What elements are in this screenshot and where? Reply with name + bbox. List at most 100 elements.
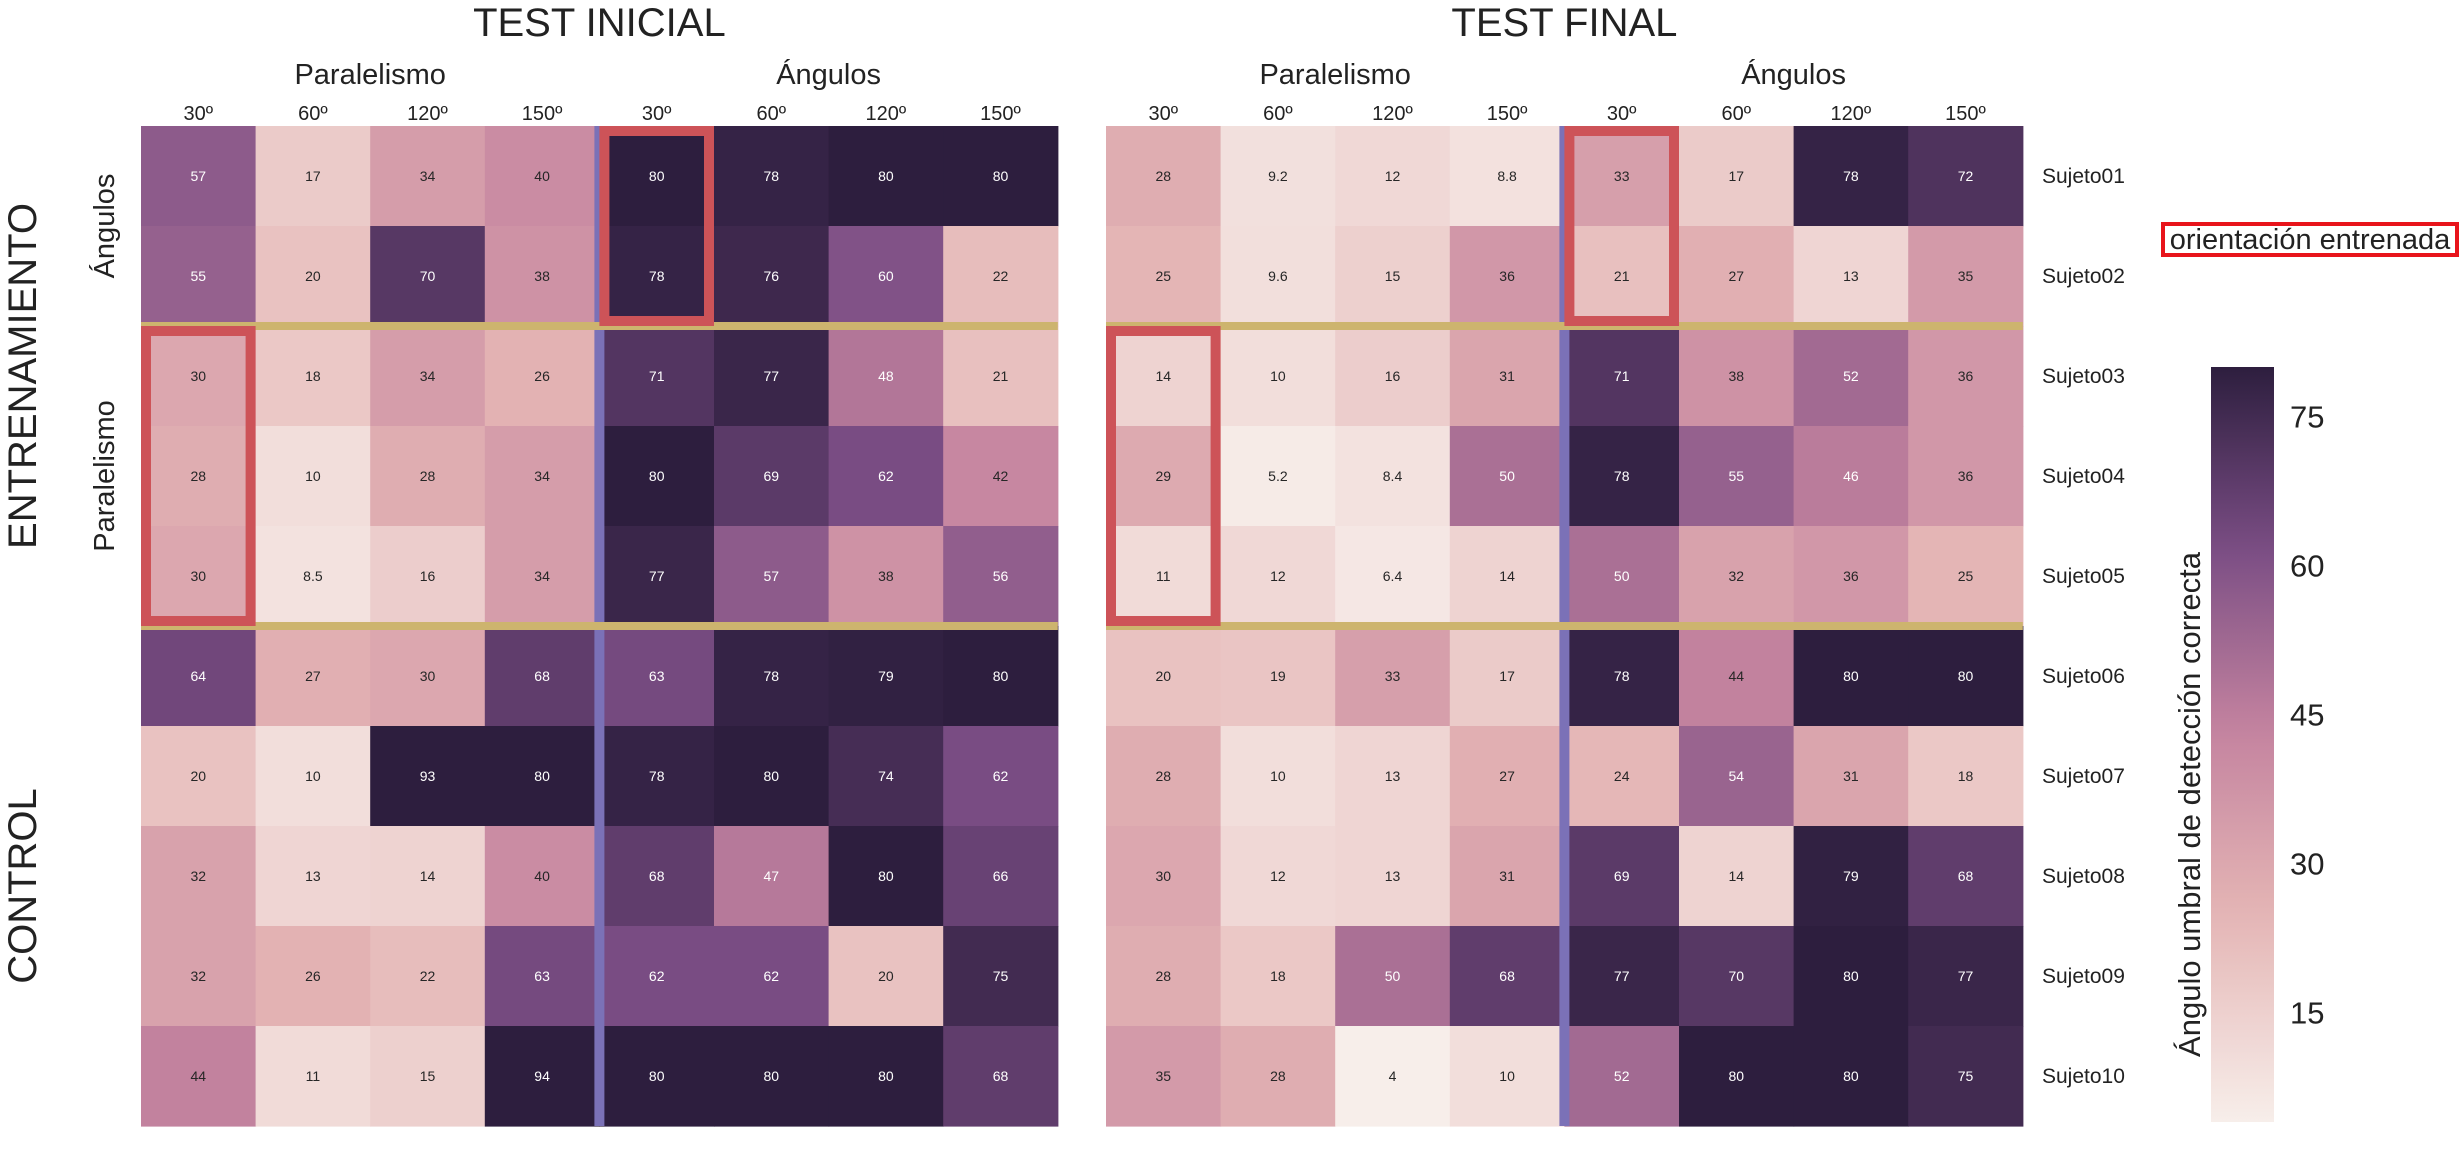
cell-value-label: 31 [1499, 868, 1515, 884]
cell-value-label: 20 [191, 768, 207, 784]
cell-value-label: 4 [1389, 1068, 1397, 1084]
heatmap-cell [1564, 226, 1680, 327]
cell-value-label: 75 [1958, 1068, 1974, 1084]
cell-value-label: 30 [191, 568, 207, 584]
panel-title: TEST INICIAL [473, 1, 726, 45]
cell-value-label: 80 [649, 168, 665, 184]
cell-value-label: 44 [1729, 668, 1745, 684]
cell-value-label: 26 [305, 968, 321, 984]
cell-value-label: 21 [1614, 268, 1630, 284]
cell-value-label: 34 [534, 568, 550, 584]
cell-value-label: 9.6 [1268, 268, 1288, 284]
subject-label: Sujeto05 [2042, 565, 2125, 588]
cell-value-label: 71 [1614, 368, 1630, 384]
cell-value-label: 36 [1958, 368, 1974, 384]
heatmap-cell [1106, 626, 1222, 727]
heatmap-cell [1220, 826, 1336, 927]
cell-value-label: 11 [1156, 568, 1171, 584]
heatmap-cell [1449, 1026, 1565, 1127]
cell-value-label: 80 [1729, 1068, 1745, 1084]
heatmap-cell [484, 526, 600, 627]
heatmap-cell [141, 926, 257, 1027]
heatmap-cell [141, 326, 257, 427]
cell-value-label: 72 [1958, 168, 1974, 184]
cell-value-label: 76 [764, 268, 780, 284]
cell-value-label: 70 [1729, 968, 1745, 984]
cell-value-label: 93 [420, 768, 436, 784]
heatmap-cell [255, 826, 371, 927]
cell-value-label: 70 [420, 268, 436, 284]
heatmap-cell [714, 726, 830, 827]
cell-value-label: 34 [420, 168, 436, 184]
heatmap-cell [1220, 526, 1336, 627]
cell-value-label: 28 [1270, 1068, 1286, 1084]
row-subgroup-label: Ángulos [88, 174, 121, 279]
row-subgroup-label: Paralelismo [89, 400, 121, 552]
cell-value-label: 50 [1499, 468, 1515, 484]
cell-value-label: 27 [1499, 768, 1515, 784]
heatmap-cell [828, 426, 944, 527]
heatmap-cell [599, 426, 715, 527]
column-group-label: Ángulos [1741, 58, 1846, 91]
cell-value-label: 31 [1499, 368, 1515, 384]
heatmap-cell [1564, 326, 1680, 427]
heatmap-cell [1679, 626, 1795, 727]
cell-value-label: 68 [649, 868, 665, 884]
colorbar-tick-label: 45 [2290, 698, 2324, 733]
cell-value-label: 77 [649, 568, 665, 584]
cell-value-label: 57 [764, 568, 780, 584]
cell-value-label: 15 [1385, 268, 1401, 284]
cell-value-label: 50 [1614, 568, 1630, 584]
subject-label: Sujeto03 [2042, 365, 2125, 388]
heatmap-cell [943, 326, 1059, 427]
cell-value-label: 17 [1729, 168, 1745, 184]
cell-value-label: 13 [1843, 268, 1859, 284]
trained-orientation-highlight [141, 326, 256, 626]
cell-value-label: 36 [1843, 568, 1859, 584]
heatmap-cell [255, 926, 371, 1027]
heatmap-cell [1679, 1026, 1795, 1127]
colorbar-gradient [2211, 367, 2274, 1122]
heatmap-panels: TEST INICIAL Paralelismo 30º 60º 120º 150º Áng… [141, 1, 2024, 1127]
heatmap-cell [1335, 526, 1451, 627]
cell-value-label: 36 [1958, 468, 1974, 484]
heatmap-cell [943, 426, 1059, 527]
cell-value-label: 5.2 [1268, 468, 1288, 484]
panel-inicial: TEST INICIAL Paralelismo 30º 60º 120º 150º Áng… [141, 1, 1059, 1127]
heatmap-cell [599, 526, 715, 627]
heatmap-cell [255, 726, 371, 827]
heatmap-cell [714, 826, 830, 927]
cell-value-label: 16 [420, 568, 436, 584]
cell-value-label: 14 [1156, 368, 1172, 384]
row-group-labels: ENTRENAMIENTO CONTROL Ángulos Paralelismo [1, 174, 121, 984]
heatmap-cell [1908, 126, 2024, 227]
cell-value-label: 12 [1270, 568, 1286, 584]
cell-value-label: 6.4 [1383, 568, 1403, 584]
cell-value-label: 55 [1729, 468, 1745, 484]
cell-value-label: 50 [1385, 968, 1401, 984]
cell-value-label: 80 [1843, 1068, 1859, 1084]
cell-value-label: 17 [305, 168, 321, 184]
cell-value-label: 56 [993, 568, 1009, 584]
cell-value-label: 35 [1156, 1068, 1172, 1084]
heatmap-cell [484, 426, 600, 527]
cell-value-label: 80 [764, 768, 780, 784]
heatmap-cell [1449, 726, 1565, 827]
cell-value-label: 80 [1843, 968, 1859, 984]
column-tick-label: 150º [980, 103, 1021, 125]
heatmap-cell [1679, 826, 1795, 927]
heatmap-cell [1793, 926, 1909, 1027]
heatmap-cell [1106, 226, 1222, 327]
heatmap-cell [141, 226, 257, 327]
cell-value-label: 34 [534, 468, 550, 484]
cell-value-label: 94 [534, 1068, 550, 1084]
cell-value-label: 8.4 [1383, 468, 1403, 484]
heatmap-cell [714, 426, 830, 527]
cell-value-label: 13 [305, 868, 321, 884]
heatmap-cell [1679, 426, 1795, 527]
cell-value-label: 21 [993, 368, 1009, 384]
cell-value-label: 34 [420, 368, 436, 384]
cell-value-label: 42 [993, 468, 1009, 484]
heatmap-cell [1564, 726, 1680, 827]
heatmap-cell [141, 1026, 257, 1127]
